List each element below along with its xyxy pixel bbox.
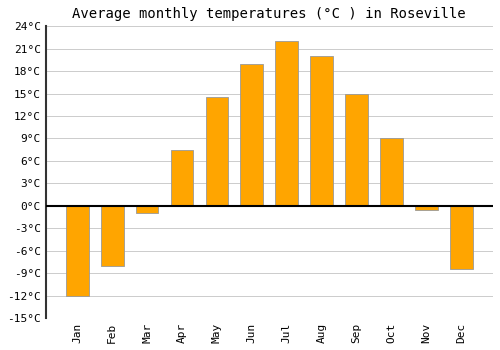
Bar [450, 206, 472, 270]
Bar [276, 41, 298, 206]
Title: Average monthly temperatures (°C ) in Roseville: Average monthly temperatures (°C ) in Ro… [72, 7, 466, 21]
Bar [136, 206, 158, 213]
Bar [310, 56, 333, 206]
Bar [380, 139, 403, 206]
Bar [415, 206, 438, 210]
Bar [346, 93, 368, 206]
Bar [101, 206, 124, 266]
Bar [170, 150, 194, 206]
Bar [206, 97, 229, 206]
Bar [240, 64, 263, 206]
Bar [66, 206, 88, 295]
